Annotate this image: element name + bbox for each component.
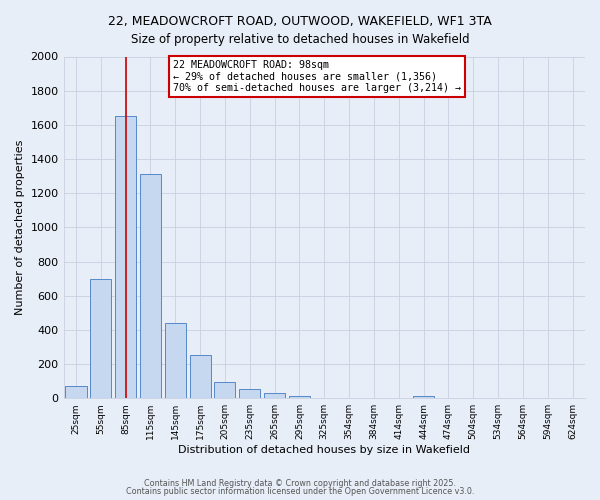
Text: 22 MEADOWCROFT ROAD: 98sqm
← 29% of detached houses are smaller (1,356)
70% of s: 22 MEADOWCROFT ROAD: 98sqm ← 29% of deta… (173, 60, 461, 93)
Bar (140, 174, 161, 398)
Bar (413, 396, 434, 398)
Bar (65, 386, 86, 398)
Bar (214, 382, 235, 398)
Bar (239, 389, 260, 398)
Bar (289, 396, 310, 398)
Text: Contains public sector information licensed under the Open Government Licence v3: Contains public sector information licen… (126, 487, 474, 496)
Bar (90, 278, 112, 398)
Text: Size of property relative to detached houses in Wakefield: Size of property relative to detached ho… (131, 32, 469, 46)
Text: 22, MEADOWCROFT ROAD, OUTWOOD, WAKEFIELD, WF1 3TA: 22, MEADOWCROFT ROAD, OUTWOOD, WAKEFIELD… (108, 15, 492, 28)
Bar (165, 323, 186, 398)
Y-axis label: Number of detached properties: Number of detached properties (15, 140, 25, 315)
X-axis label: Distribution of detached houses by size in Wakefield: Distribution of detached houses by size … (178, 445, 470, 455)
Bar (115, 116, 136, 398)
Text: Contains HM Land Registry data © Crown copyright and database right 2025.: Contains HM Land Registry data © Crown c… (144, 478, 456, 488)
Bar (264, 393, 285, 398)
Bar (190, 356, 211, 398)
